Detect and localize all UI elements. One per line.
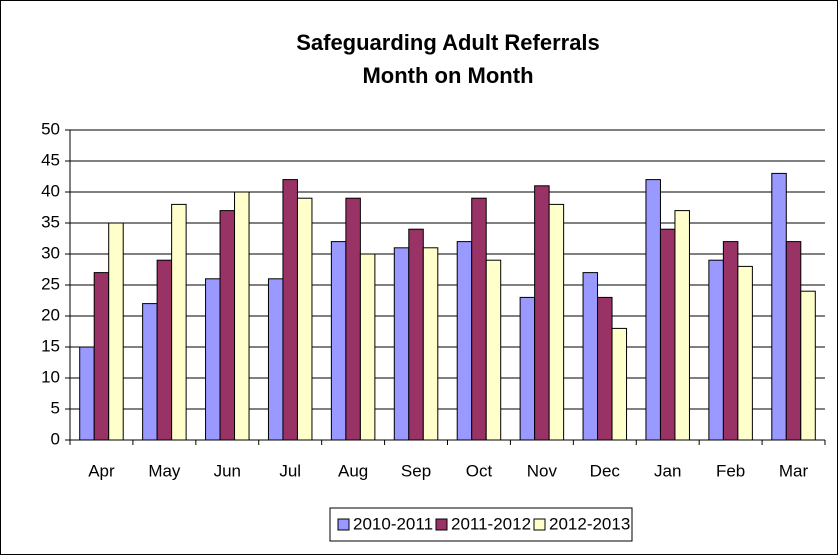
bar: [408, 228, 424, 441]
bar: [393, 247, 410, 441]
legend-swatch: [337, 518, 350, 531]
bar: [422, 247, 439, 441]
bar: [205, 278, 221, 441]
bar: [785, 241, 802, 441]
x-tick-label: Jul: [279, 461, 301, 480]
x-tick-label: Sep: [401, 461, 431, 480]
bar: [330, 241, 347, 441]
bar: [674, 210, 690, 441]
bar: [645, 179, 661, 441]
x-tick-label: Feb: [716, 461, 745, 480]
bar: [659, 228, 676, 441]
legend-swatch: [533, 518, 546, 531]
bar: [737, 265, 753, 441]
bar: [219, 210, 236, 441]
y-tick-label: 30: [41, 243, 60, 262]
bar: [597, 296, 613, 441]
bar: [519, 296, 536, 441]
x-tick-label: Oct: [466, 461, 493, 480]
bar: [108, 222, 124, 441]
bar: [800, 290, 816, 441]
y-tick-label: 15: [41, 336, 60, 355]
bar: [611, 327, 628, 441]
y-tick-label: 5: [51, 398, 60, 417]
y-tick-label: 50: [41, 119, 60, 138]
chart-subtitle: Month on Month: [362, 63, 533, 88]
legend-label: 2012-2013: [549, 514, 630, 533]
legend-label: 2011-2012: [451, 514, 531, 533]
bar: [456, 241, 473, 441]
bar: [771, 172, 787, 441]
x-tick-label: Jun: [214, 461, 241, 480]
bar: [282, 179, 298, 441]
bar: [93, 272, 110, 441]
bar: [359, 253, 376, 441]
chart-title: Safeguarding Adult Referrals: [296, 30, 600, 55]
bar: [345, 197, 361, 441]
bar: [582, 272, 599, 441]
bar: [142, 303, 158, 441]
x-tick-label: Apr: [88, 461, 115, 480]
bar: [234, 191, 250, 441]
bar: [708, 259, 724, 441]
bar: [296, 197, 313, 441]
x-tick-label: Jan: [654, 461, 681, 480]
bar: [722, 241, 739, 441]
y-tick-label: 20: [41, 305, 60, 324]
y-tick-label: 0: [51, 429, 60, 448]
y-tick-label: 35: [41, 212, 60, 231]
bar: [471, 197, 487, 441]
y-tick-label: 45: [41, 150, 60, 169]
x-tick-label: Nov: [527, 461, 558, 480]
bar: [156, 259, 173, 441]
x-tick-label: May: [148, 461, 181, 480]
x-tick-label: Dec: [590, 461, 621, 480]
bar: [534, 185, 550, 441]
bar: [267, 278, 284, 441]
y-tick-label: 10: [41, 367, 60, 386]
x-tick-label: Aug: [338, 461, 368, 480]
bar: [79, 346, 95, 441]
bar: [485, 259, 502, 441]
y-tick-label: 40: [41, 181, 60, 200]
legend-swatch: [435, 518, 448, 531]
bar: [171, 203, 187, 441]
x-tick-label: Mar: [779, 461, 809, 480]
y-tick-label: 25: [41, 274, 60, 293]
legend-label: 2010-2011: [353, 514, 433, 533]
bar: [548, 203, 565, 441]
legend-box: [329, 507, 633, 542]
